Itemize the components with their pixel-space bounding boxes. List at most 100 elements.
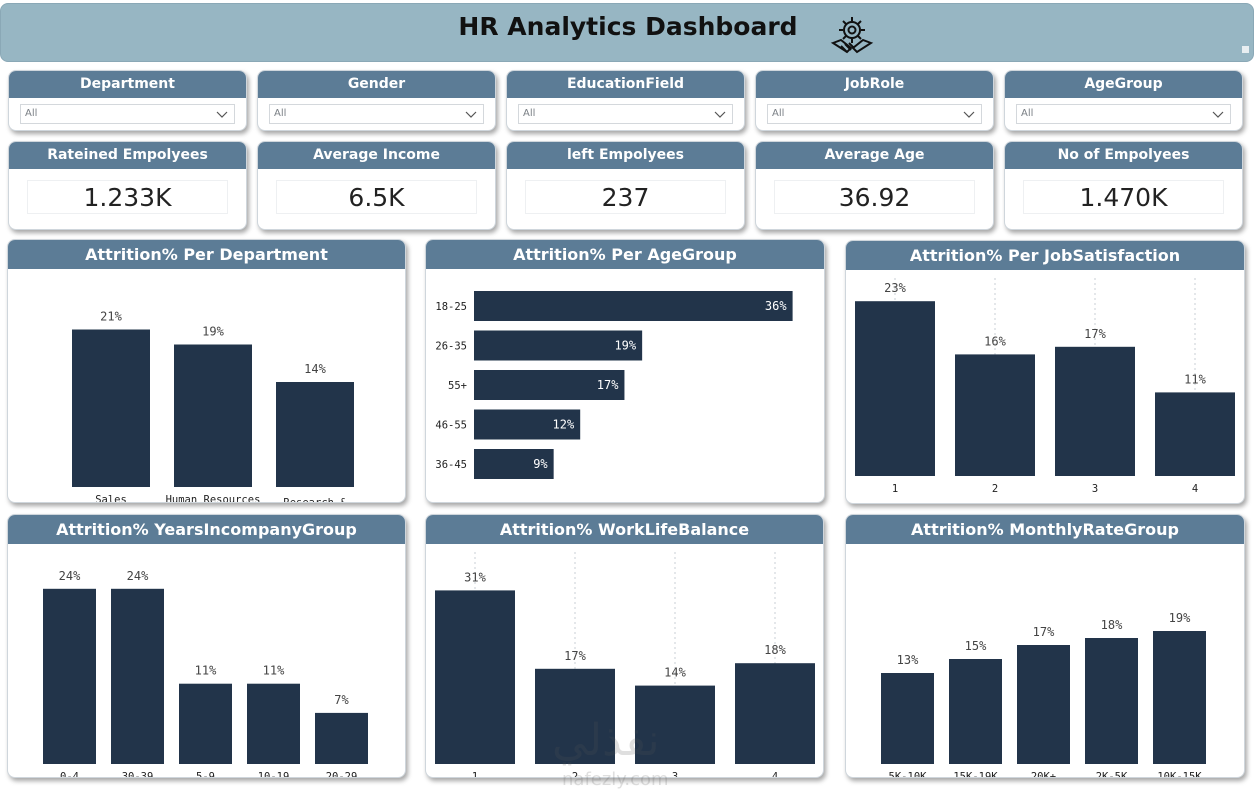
bar[interactable] — [474, 330, 643, 361]
slicer-dropdown[interactable]: All — [767, 104, 982, 124]
category-label: 5K-10K — [889, 771, 928, 778]
chart-attrition-jobsatisfaction[interactable]: Attrition% Per JobSatisfaction 23% 1 16% 2 1… — [845, 240, 1245, 504]
category-label: 3 — [672, 771, 678, 778]
kpi-total-employees: No of Empolyees 1.470K — [1004, 141, 1243, 230]
bar[interactable] — [855, 301, 935, 476]
slicer-age-group[interactable]: AgeGroup All — [1004, 70, 1243, 131]
slicer-job-role[interactable]: JobRole All — [755, 70, 994, 131]
bar[interactable] — [474, 409, 581, 440]
bar[interactable] — [474, 291, 793, 321]
chart-title: Attrition% WorkLifeBalance — [426, 515, 823, 544]
kpi-average-income: Average Income 6.5K — [257, 141, 496, 230]
chart-attrition-monthlyrate[interactable]: Attrition% MonthlyRateGroup 13% 5K-10K 15%… — [845, 514, 1245, 778]
bar[interactable] — [1017, 645, 1070, 764]
slicer-dropdown[interactable]: All — [1016, 104, 1231, 124]
category-label: 4 — [772, 771, 778, 778]
bar[interactable] — [174, 344, 252, 488]
kpi-frame — [1023, 180, 1224, 214]
category-label: Human Resources — [166, 494, 261, 503]
data-label: 31% — [464, 570, 486, 584]
watermark-text: نفذلي — [552, 715, 660, 766]
data-label: 19% — [614, 339, 636, 353]
chart-title: Attrition% Per AgeGroup — [426, 240, 824, 269]
bar[interactable] — [1155, 392, 1235, 476]
slicer-dropdown[interactable]: All — [269, 104, 484, 124]
category-label: 2 — [992, 483, 998, 495]
chart-title: Attrition% MonthlyRateGroup — [846, 515, 1244, 544]
kpi-frame — [774, 180, 975, 214]
bar[interactable] — [1153, 631, 1206, 764]
kpi-value: 36.92 — [838, 183, 911, 212]
data-label: 24% — [59, 569, 81, 583]
data-label: 11% — [195, 664, 217, 678]
bar[interactable] — [735, 663, 815, 764]
category-label: Research & — [283, 497, 347, 503]
bar[interactable] — [949, 659, 1002, 764]
slicer-label: JobRole — [756, 71, 993, 98]
slicer-label: AgeGroup — [1005, 71, 1242, 98]
bar[interactable] — [474, 449, 554, 479]
kpi-left-employees: left Empolyees 237 — [506, 141, 745, 230]
bar[interactable] — [474, 370, 625, 400]
slicer-dropdown[interactable]: All — [518, 104, 733, 124]
bar[interactable] — [435, 590, 515, 764]
category-label: 0-4 — [60, 771, 79, 778]
bar[interactable] — [247, 683, 300, 764]
gear-handshake-icon — [830, 17, 874, 54]
kpi-label: Average Age — [756, 142, 993, 169]
data-label: 17% — [564, 649, 586, 663]
chart-attrition-department[interactable]: Attrition% Per Department 21% Sales 19% Hum… — [7, 239, 406, 503]
bar[interactable] — [111, 588, 164, 764]
kpi-label: left Empolyees — [507, 142, 744, 169]
chart-plot: 24% 0-4 24% 30-39 11% 5-9 11% 10-19 7% 20-29 — [43, 569, 368, 778]
data-label: 24% — [127, 569, 149, 583]
chevron-down-icon — [714, 111, 726, 118]
slicer-dropdown[interactable]: All — [20, 104, 235, 124]
data-label: 19% — [202, 325, 224, 339]
watermark-url: nafezly.com — [562, 769, 669, 790]
slicer-gender[interactable]: Gender All — [257, 70, 496, 131]
bar[interactable] — [315, 712, 368, 764]
focus-mode-icon[interactable] — [1242, 46, 1249, 53]
chart-attrition-years-in-company[interactable]: Attrition% YearsIncompanyGroup 24% 0-4 24%… — [7, 514, 406, 778]
bar[interactable] — [43, 588, 96, 764]
bar[interactable] — [635, 685, 715, 764]
kpi-label: Rateined Empolyees — [9, 142, 246, 169]
data-label: 17% — [1033, 625, 1055, 639]
data-label: 11% — [1184, 372, 1206, 386]
category-label: 26-35 — [435, 341, 467, 353]
category-label: Sales — [95, 494, 127, 503]
slicer-department[interactable]: Department All — [8, 70, 247, 131]
category-label: 3 — [1092, 483, 1098, 495]
data-label: 7% — [334, 693, 349, 707]
data-label: 13% — [897, 653, 919, 667]
bar[interactable] — [1085, 638, 1138, 764]
bar[interactable] — [276, 382, 354, 487]
data-label: 18% — [764, 643, 786, 657]
chart-plot: 23% 1 16% 2 17% 3 11% 4 — [855, 278, 1235, 495]
bar[interactable] — [955, 354, 1035, 476]
bar[interactable] — [179, 683, 232, 764]
chevron-down-icon — [465, 111, 477, 118]
chart-title: Attrition% YearsIncompanyGroup — [8, 515, 405, 544]
chevron-down-icon — [216, 111, 228, 118]
data-label: 23% — [884, 281, 906, 295]
bar[interactable] — [881, 673, 934, 764]
kpi-label: Average Income — [258, 142, 495, 169]
kpi-value: 6.5K — [348, 183, 405, 212]
category-label: 2 — [572, 771, 578, 778]
bar[interactable] — [535, 668, 615, 764]
bar[interactable] — [72, 329, 150, 488]
chart-attrition-agegroup[interactable]: Attrition% Per AgeGroup 18-25 36% 26-35 19%… — [425, 239, 825, 503]
slicer-education-field[interactable]: EducationField All — [506, 70, 745, 131]
data-label: 17% — [597, 378, 619, 392]
bar[interactable] — [1055, 346, 1135, 476]
chart-attrition-worklifebalance[interactable]: Attrition% WorkLifeBalance 31% 1 17% 2 14% 3 1… — [425, 514, 824, 778]
watermark: نفذلي nafezly.com — [552, 715, 712, 795]
chart-title: Attrition% Per Department — [8, 240, 405, 269]
title-bar: HR Analytics Dashboard — [0, 3, 1254, 62]
category-label: 15K-19K — [953, 771, 998, 778]
chevron-down-icon — [1212, 111, 1224, 118]
